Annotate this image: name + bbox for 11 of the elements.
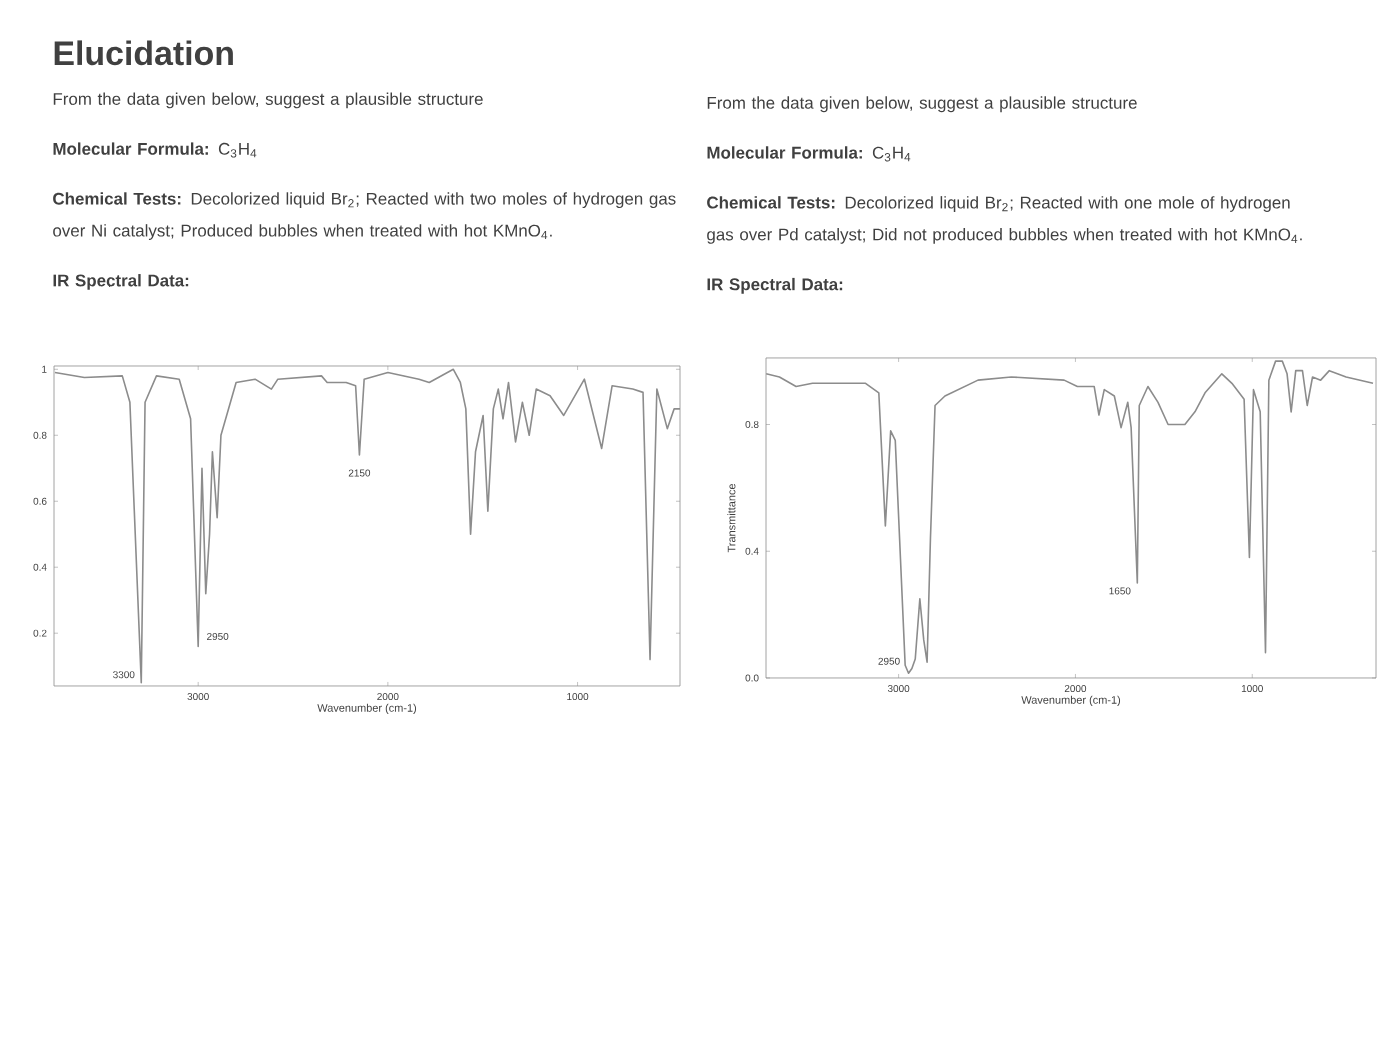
text: Chemical Tests: Decolorized liquid Br$_{2}$; Reacted with two moles of hydrogen gas over Ni catalyst; Produced bubbles when treated with hot KMnO$_{4}$. (53, 192, 676, 240)
text: Molecular Formula: C$_{3}$H$_{4}$ (53, 142, 257, 158)
line-series (54, 368, 681, 684)
text: IR Spectral Data: (53, 274, 189, 290)
chart-subtitle: From the data given below, suggest a plausible structure (707, 96, 1137, 113)
text: IR Spectral Data: (707, 277, 843, 294)
chart-title: Elucidation (54, 40, 233, 66)
text: Molecular Formula: C$_{3}$H$_{4}$ (707, 146, 911, 162)
line-series (766, 360, 1374, 675)
chart-subtitle: From the data given below, suggest a plausible structure (53, 92, 483, 109)
text: Chemical Tests: Decolorized liquid Br$_{2}$; Reacted with one mole of hydrogen gas over Pd catalyst; Did not produced bubbles when treated with hot KMnO$_{4}$. (707, 196, 1302, 244)
